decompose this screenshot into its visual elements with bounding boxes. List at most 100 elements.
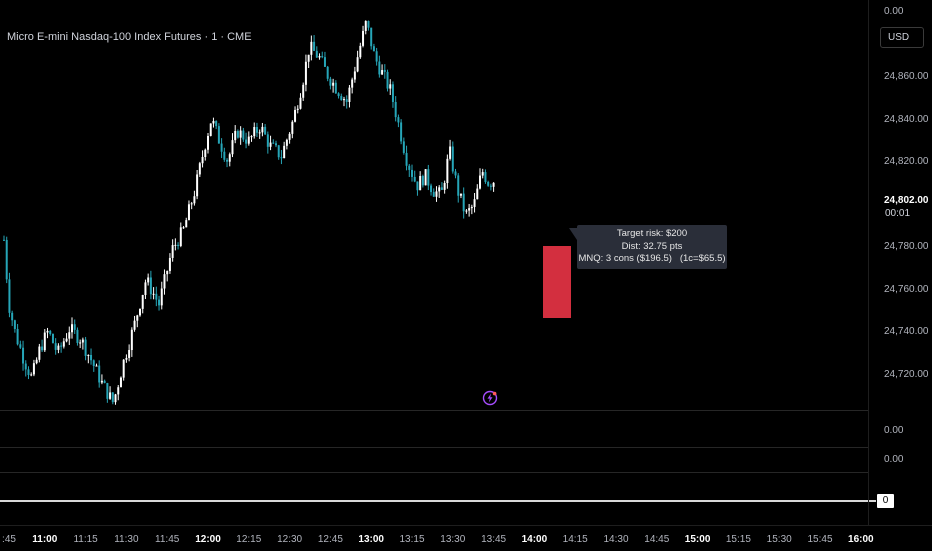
candle-body (255, 127, 258, 133)
candle-body (280, 157, 283, 159)
candle-body (283, 145, 286, 159)
time-label: 13:30 (440, 534, 466, 545)
candle-body (473, 199, 476, 207)
candle-body (51, 333, 54, 344)
candle-body (291, 121, 294, 134)
risk-tooltip: Target risk: $200 Dist: 32.75 pts MNQ: 3… (569, 225, 727, 269)
candle-body (400, 122, 403, 142)
tooltip-contracts: MNQ: 3 cons ($196.5) (1c=$65.5) (578, 253, 726, 264)
price-label: 24,740.00 (884, 326, 929, 337)
candle-body (258, 132, 261, 134)
candle-body (440, 187, 443, 190)
time-label: 14:45 (644, 534, 670, 545)
candle-body (427, 169, 430, 186)
candle-body (362, 30, 365, 46)
candle-body (479, 175, 481, 189)
pane-divider-2[interactable] (0, 447, 868, 448)
risk-range-box[interactable] (543, 246, 571, 318)
price-label: 24,820.00 (884, 156, 929, 167)
candle-body (367, 21, 370, 28)
candle-body (449, 146, 452, 159)
candle-body (226, 159, 229, 162)
candle-body (136, 315, 139, 321)
candle-body (487, 181, 490, 186)
candle-body (79, 342, 82, 344)
candle-body (109, 392, 112, 399)
candle-body (149, 277, 152, 295)
candle-body (30, 374, 33, 376)
candle-body (438, 187, 441, 192)
candle-body (236, 131, 239, 138)
candle-body (481, 172, 484, 176)
symbol-title[interactable]: Micro E-mini Nasdaq-100 Index Futures · … (7, 31, 252, 43)
candle-body (264, 126, 267, 135)
time-axis[interactable]: :45 11:00 11:15 11:30 11:45 12:00 12:15 12:30 12… (0, 525, 932, 551)
candle-body (114, 394, 117, 403)
candle-body (201, 156, 204, 164)
candle-body (356, 57, 359, 72)
candle-body (484, 172, 487, 182)
candle-body (266, 134, 269, 147)
candle-body (16, 328, 19, 345)
time-label: 12:30 (277, 534, 303, 545)
candle-body (364, 21, 367, 31)
candle-body (147, 277, 150, 283)
candle-body (326, 66, 329, 79)
candle-body (179, 227, 182, 247)
candle-body (435, 191, 438, 197)
candle-body (304, 61, 307, 85)
candle-body (228, 154, 231, 162)
price-label: 24,780.00 (884, 241, 929, 252)
candle-body (340, 96, 343, 101)
candle-body (152, 293, 155, 295)
currency-button[interactable]: USD (880, 27, 924, 48)
candle-body (386, 71, 389, 89)
chart-area[interactable] (0, 0, 868, 410)
candle-body (375, 51, 378, 62)
candle-body (212, 121, 215, 124)
candle-body (223, 151, 226, 160)
candle-body (253, 127, 256, 137)
candle-body (391, 84, 394, 102)
candle-body (57, 345, 60, 350)
candle-body (182, 227, 185, 229)
candle-body (95, 365, 98, 367)
candle-body (92, 360, 95, 367)
candle-body (177, 244, 180, 247)
pane-divider-1[interactable] (0, 410, 868, 411)
candle-body (419, 176, 422, 191)
candle-body (348, 87, 351, 102)
candle-body (100, 380, 103, 383)
candle-body (65, 338, 68, 342)
candle-body (394, 101, 397, 118)
candle-body (285, 139, 288, 146)
candle-body (11, 312, 14, 321)
candle-body (49, 330, 52, 334)
candle-body (158, 299, 161, 306)
candle-body (296, 108, 299, 110)
candle-body (288, 133, 291, 140)
pane-divider-3[interactable] (0, 472, 868, 473)
candle-body (32, 363, 35, 375)
indicator-pane-3-badge: 0 (877, 494, 894, 508)
candle-body (84, 339, 87, 356)
time-label: 15:00 (684, 534, 711, 545)
candle-body (27, 369, 30, 375)
candle-body (277, 145, 280, 158)
candle-body (22, 347, 25, 364)
candle-body (185, 220, 188, 228)
candle-body (196, 174, 199, 197)
candle-body (307, 54, 310, 62)
candle-body (8, 279, 11, 313)
candle-body (245, 139, 248, 144)
candle-body (125, 357, 128, 360)
candle-body (457, 175, 460, 196)
candlestick-series (3, 20, 495, 405)
candle-body (405, 152, 408, 166)
candle-body (397, 117, 400, 123)
candle-body (163, 274, 166, 289)
lightning-icon[interactable] (482, 390, 498, 406)
price-label: 24,860.00 (884, 71, 929, 82)
price-scale[interactable] (868, 0, 932, 525)
candle-body (402, 141, 405, 153)
